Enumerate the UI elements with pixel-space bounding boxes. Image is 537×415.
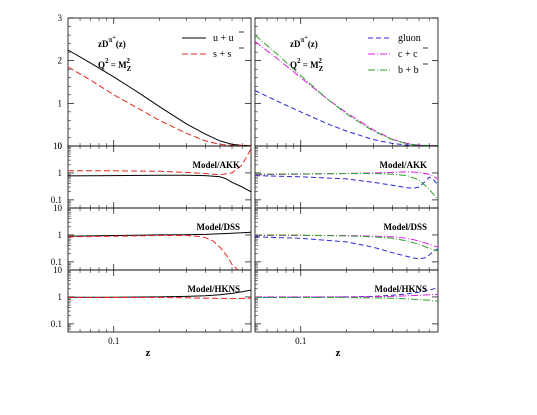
right-top-series-1 xyxy=(254,41,438,146)
right-top-annotation: zDπ+(z) Q2 = MZ2 xyxy=(290,35,324,73)
left-ratio-1-ytick-label-2: 10 xyxy=(53,203,63,213)
left-ratio-2-series-0 xyxy=(68,289,252,298)
right-x-axis-title: z xyxy=(336,347,341,359)
right-ratio-dss-label: Model/DSS xyxy=(383,222,427,232)
left-ratio-1-ytick-label-0: 0.1 xyxy=(51,257,62,267)
right-ratio-0-series-0 xyxy=(254,175,439,189)
left-ratio-dss-label: Model/DSS xyxy=(196,222,240,232)
left-ratio-0-ytick-label-0: 0.1 xyxy=(51,195,62,205)
right-ratio-akk-curves xyxy=(254,171,439,201)
left-top-ytick-label-1: 1 xyxy=(58,98,63,108)
left-ratio-0-ytick-label-2: 10 xyxy=(53,141,63,151)
left-top-ticks: 0 1 2 3 xyxy=(58,13,251,151)
right-annotation-line1: zDπ+(z) xyxy=(290,35,318,49)
right-ratio-dss-ticks xyxy=(255,207,438,269)
right-ratio-2-series-1 xyxy=(255,293,439,298)
left-ratio-0-series-0 xyxy=(67,174,252,193)
left-ratio-akk-label: Model/AKK xyxy=(193,160,241,170)
right-xtick-label-0: 0.1 xyxy=(295,336,306,346)
left-ratio-2-ytick-label-2: 10 xyxy=(53,265,63,275)
left-xtick-label-0: 0.1 xyxy=(108,336,119,346)
left-top-ytick-label-2: 2 xyxy=(58,56,63,66)
right-legend: gluon c + c b + b xyxy=(368,33,428,76)
left-top-series-0 xyxy=(67,49,251,146)
left-top-ytick-label-0: 0 xyxy=(58,141,63,151)
left-annotation-line2: Q2 = MZ2 xyxy=(98,57,132,73)
right-ratio-hkns-ticks xyxy=(255,269,438,331)
left-ratio-hkns-label: Model/HKNS xyxy=(187,284,240,294)
left-ratio-dss-ticks: 0.1 1 10 xyxy=(51,203,251,269)
right-ratio-dss-frame xyxy=(254,207,439,271)
right-ratio-2-series-2 xyxy=(255,297,439,302)
right-ratio-0-series-1 xyxy=(254,171,439,180)
right-ratio-1-series-2 xyxy=(254,234,439,252)
right-ratio-hkns-curves xyxy=(254,287,439,302)
left-top-series-1 xyxy=(67,66,251,146)
left-legend-label-1: s + s xyxy=(213,49,232,60)
left-ratio-1-series-0 xyxy=(67,231,252,237)
left-ratio-akk-curves xyxy=(67,148,252,193)
left-top-annotation: zDπ+(z) Q2 = MZ2 xyxy=(98,35,132,73)
left-annotation-line1: zDπ+(z) xyxy=(98,35,126,49)
right-top-series-2 xyxy=(254,34,438,146)
left-ratio-1-series-1 xyxy=(67,235,238,270)
right-ratio-dss-curves xyxy=(254,234,439,260)
left-ratio-2-series-1 xyxy=(68,297,252,300)
left-ratio-0-ytick-label-1: 1 xyxy=(58,168,63,178)
left-ratio-hkns-frame xyxy=(67,269,252,333)
right-legend-label-0: gluon xyxy=(398,33,421,44)
left-ratio-dss-frame xyxy=(67,207,252,271)
left-ratio-hkns-ticks: 0.1 1 10 xyxy=(51,265,251,331)
right-ratio-akk-frame xyxy=(254,145,439,209)
left-ratio-akk-ticks: 0.1 1 10 xyxy=(51,141,251,207)
left-ratio-0-series-1 xyxy=(68,148,252,176)
left-legend-label-0: u + u xyxy=(213,33,234,44)
left-ratio-hkns-curves xyxy=(68,289,252,300)
right-column: zDπ+(z) Q2 = MZ2 gluon c + c b + b Model… xyxy=(254,17,439,359)
left-ratio-2-ytick-label-1: 1 xyxy=(58,292,63,302)
right-ratio-1-series-0 xyxy=(254,236,439,260)
left-ratio-2-ytick-label-0: 0.1 xyxy=(51,319,62,329)
right-ratio-0-series-2 xyxy=(254,173,439,201)
right-annotation-line2: Q2 = MZ2 xyxy=(290,57,324,73)
right-legend-label-2: b + b xyxy=(398,65,419,76)
left-ratio-1-ytick-label-1: 1 xyxy=(58,230,63,240)
right-ratio-hkns-label: Model/HKNS xyxy=(374,284,427,294)
right-ratio-akk-label: Model/AKK xyxy=(380,160,428,170)
right-x-ticks: 0.1 xyxy=(266,18,430,346)
left-top-curves xyxy=(67,49,251,146)
left-ratio-dss-curves xyxy=(67,231,252,270)
right-top-series-0 xyxy=(254,90,438,146)
right-legend-label-1: c + c xyxy=(398,49,418,60)
right-top-ticks xyxy=(255,17,438,147)
left-legend: u + u s + s xyxy=(182,31,244,60)
left-top-ytick-label-3: 3 xyxy=(58,13,63,23)
right-ratio-hkns-frame xyxy=(254,269,439,333)
left-x-ticks: 0.1 xyxy=(79,18,243,346)
left-x-axis-title: z xyxy=(146,347,151,359)
right-top-curves xyxy=(254,34,438,146)
right-ratio-2-series-0 xyxy=(254,287,439,298)
left-ratio-akk-frame xyxy=(67,145,252,209)
